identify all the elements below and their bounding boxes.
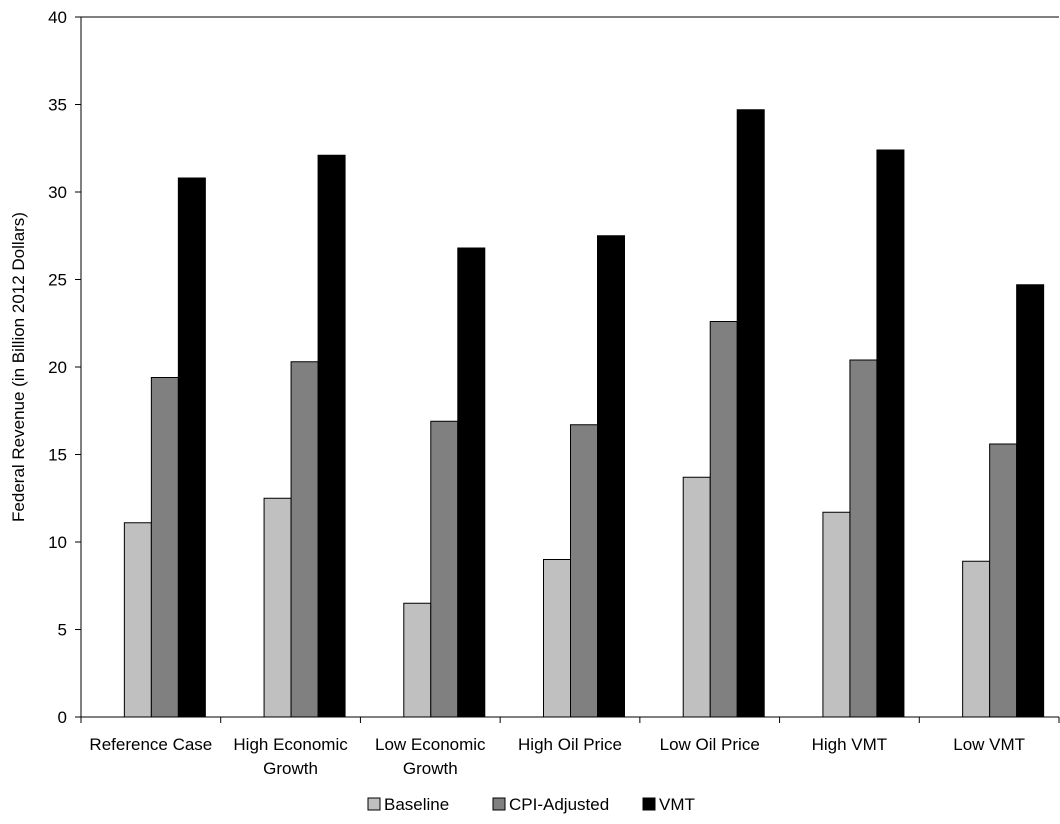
x-tick-label: Low Economic Growth	[375, 735, 486, 778]
bar-cpi-adjusted	[150, 377, 179, 718]
bar-cpi-adjusted	[989, 443, 1018, 718]
bar-vmt	[317, 154, 346, 718]
x-tick-label: Reference Case	[89, 735, 212, 754]
bars	[123, 109, 1045, 718]
bar-vmt	[1016, 284, 1045, 718]
y-tick-label: 30	[48, 183, 67, 202]
bar-vmt	[177, 177, 206, 718]
bar-baseline	[123, 522, 152, 718]
bar-vmt	[597, 235, 625, 718]
y-tick-label: 5	[58, 621, 67, 640]
x-tick-label-line: High VMT	[812, 735, 888, 754]
y-axis: 0 5 10 15 20 25 30 35 40	[48, 8, 1059, 727]
x-tick-label: High VMT	[812, 735, 888, 754]
y-tick-label: 40	[48, 8, 67, 27]
x-tick-label-line: Growth	[403, 759, 458, 778]
bar-cpi-adjusted	[849, 359, 878, 718]
x-tick-label-line: Low Economic	[375, 735, 486, 754]
y-tick-label: 10	[48, 533, 67, 552]
legend-label: CPI-Adjusted	[509, 795, 609, 814]
x-tick-label: Low VMT	[953, 735, 1025, 754]
x-tick-label: High Economic Growth	[233, 735, 348, 778]
bar-cpi-adjusted	[570, 424, 598, 718]
y-tick-label: 0	[58, 708, 67, 727]
bar-cpi-adjusted	[290, 361, 319, 718]
bar-baseline	[403, 602, 432, 718]
y-tick-label: 35	[48, 96, 67, 115]
y-tick-label: 25	[48, 271, 67, 290]
legend-label: Baseline	[384, 795, 449, 814]
x-tick-label-line: Low VMT	[953, 735, 1025, 754]
legend-label: VMT	[659, 795, 695, 814]
legend-swatch-baseline	[367, 797, 381, 811]
x-tick-label-line: Low Oil Price	[660, 735, 760, 754]
y-tick-label: 20	[48, 358, 67, 377]
x-tick-label-line: High Oil Price	[518, 735, 622, 754]
bar-vmt	[457, 247, 486, 718]
bar-cpi-adjusted	[430, 420, 459, 718]
bar-baseline	[682, 476, 711, 718]
bar-cpi-adjusted	[709, 321, 738, 718]
bar-baseline	[543, 559, 571, 718]
bar-baseline	[962, 560, 991, 718]
legend-swatch-cpi-adjusted	[492, 797, 506, 811]
bar-vmt	[876, 149, 905, 718]
x-tick-label-line: Growth	[263, 759, 318, 778]
legend-swatch-vmt	[642, 797, 656, 811]
bar-baseline	[263, 497, 292, 718]
x-tick-label-line: Reference Case	[89, 735, 212, 754]
x-tick-label: Low Oil Price	[660, 735, 760, 754]
bar-baseline	[822, 511, 851, 718]
x-tick-label-line: High Economic	[233, 735, 348, 754]
y-tick-label: 15	[48, 446, 67, 465]
legend: Baseline CPI-Adjusted VMT	[367, 795, 695, 814]
bar-vmt	[736, 109, 765, 718]
x-tick-label: High Oil Price	[518, 735, 622, 754]
y-axis-title: Federal Revenue (in Billion 2012 Dollars…	[9, 212, 28, 522]
